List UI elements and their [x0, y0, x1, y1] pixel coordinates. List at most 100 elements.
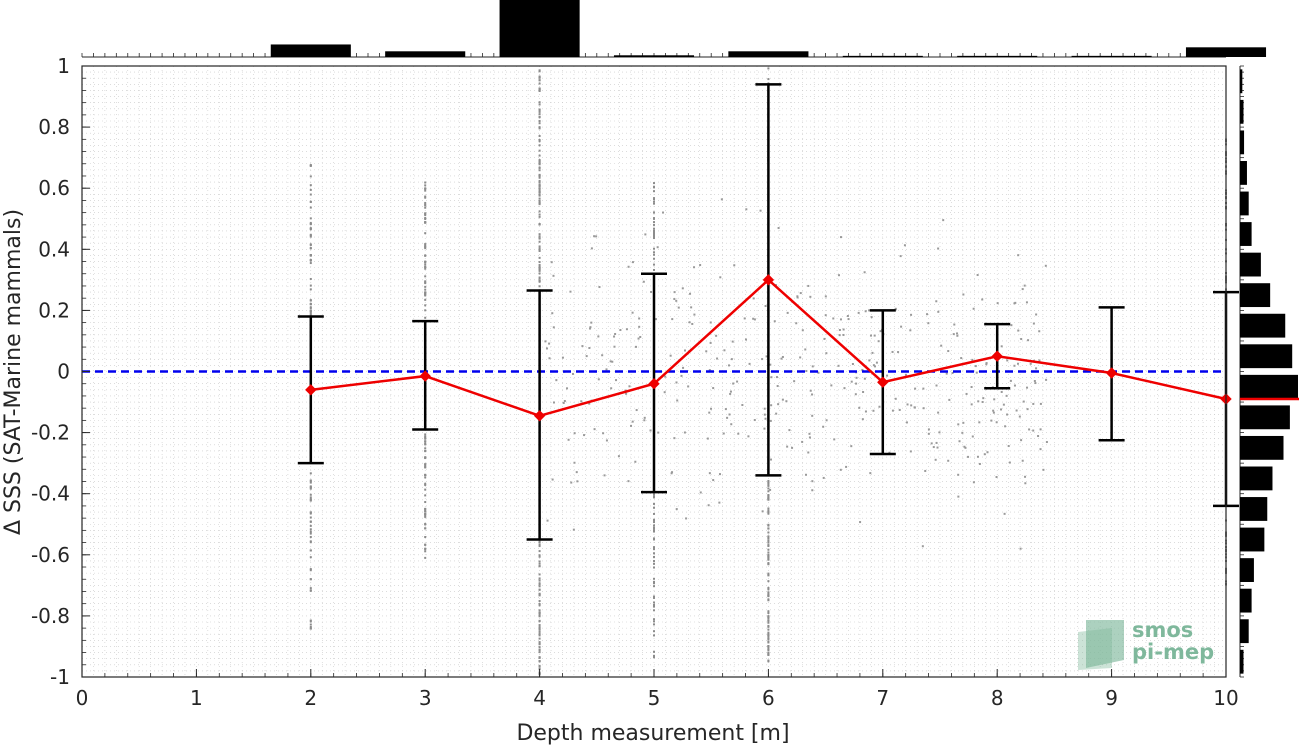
- scatter-point: [1032, 322, 1035, 325]
- scatter-point: [845, 465, 848, 468]
- right-hist-bar: [1240, 405, 1290, 430]
- scatter-point: [424, 510, 427, 513]
- scatter-point: [688, 321, 691, 324]
- scatter-point: [309, 487, 312, 490]
- scatter-point: [767, 631, 770, 634]
- scatter-point: [767, 594, 770, 597]
- scatter-point: [914, 387, 917, 390]
- scatter-point: [962, 421, 965, 424]
- scatter-point: [572, 528, 575, 531]
- scatter-point: [837, 274, 840, 277]
- mean-point: [533, 410, 546, 422]
- scatter-point: [937, 310, 940, 313]
- scatter-point: [631, 261, 634, 264]
- scatter-point: [653, 235, 655, 238]
- scatter-point: [767, 531, 770, 534]
- scatter-point: [424, 515, 427, 518]
- scatter-point: [718, 501, 721, 504]
- scatter-point: [538, 633, 541, 636]
- scatter-point: [538, 163, 541, 166]
- scatter-point: [1042, 468, 1045, 471]
- scatter-point: [1016, 362, 1019, 365]
- scatter-point: [309, 206, 312, 209]
- scatter-point: [575, 471, 578, 474]
- scatter-point: [935, 384, 938, 387]
- scatter-point: [1017, 329, 1020, 332]
- scatter-point: [552, 326, 555, 329]
- scatter-point: [720, 198, 723, 201]
- scatter-point: [744, 338, 747, 341]
- scatter-point: [1039, 402, 1042, 405]
- scatter-point: [927, 432, 930, 435]
- scatter-point: [538, 582, 541, 585]
- scatter-point: [538, 651, 541, 654]
- scatter-point: [767, 484, 770, 487]
- scatter-point: [767, 524, 770, 527]
- scatter-point: [1007, 445, 1010, 448]
- scatter-point: [970, 403, 973, 406]
- logo-emblem-layer: [1078, 628, 1112, 670]
- scatter-point: [708, 411, 711, 414]
- scatter-point: [424, 266, 427, 269]
- scatter-point: [1038, 359, 1041, 362]
- scatter-point: [708, 472, 711, 475]
- scatter-point: [729, 390, 732, 393]
- scatter-point: [767, 647, 770, 650]
- scatter-point: [769, 363, 772, 366]
- scatter-point: [309, 568, 312, 571]
- scatter-point: [922, 387, 925, 390]
- scatter-point: [593, 428, 596, 431]
- scatter-point: [780, 357, 783, 360]
- scatter-point: [653, 202, 655, 205]
- scatter-point: [309, 623, 312, 626]
- scatter-point: [1006, 413, 1009, 416]
- scatter-point: [424, 261, 427, 264]
- scatter-point: [767, 556, 770, 559]
- scatter-point: [653, 512, 655, 515]
- scatter-point: [424, 435, 427, 438]
- scatter-point: [675, 381, 678, 384]
- scatter-point: [948, 398, 951, 401]
- scatter-point: [637, 337, 640, 340]
- scatter-point: [805, 369, 808, 372]
- scatter-point: [309, 217, 312, 220]
- scatter-point: [538, 173, 541, 176]
- scatter-point: [934, 458, 937, 461]
- scatter-point: [681, 287, 684, 290]
- scatter-point: [538, 630, 541, 633]
- top-hist-bar: [385, 51, 466, 57]
- scatter-point: [847, 318, 850, 321]
- scatter-point: [309, 587, 312, 590]
- scatter-point: [602, 432, 605, 435]
- scatter-point: [581, 345, 584, 348]
- scatter-point: [693, 266, 696, 269]
- scatter-point: [538, 127, 541, 130]
- scatter-point: [424, 550, 427, 553]
- scatter-point: [538, 545, 541, 548]
- scatter-point: [424, 433, 427, 436]
- scatter-point: [910, 313, 913, 316]
- scatter-point: [538, 667, 541, 670]
- scatter-point: [1024, 475, 1027, 478]
- scatter-point: [538, 268, 541, 271]
- scatter-point: [424, 263, 427, 266]
- scatter-point: [825, 419, 828, 422]
- scatter-point: [1018, 415, 1021, 418]
- scatter-point: [830, 384, 833, 387]
- scatter-point: [590, 321, 593, 324]
- scatter-point: [964, 446, 967, 449]
- scatter-point: [832, 317, 835, 320]
- scatter-point: [801, 440, 804, 443]
- scatter-point: [693, 313, 696, 316]
- scatter-point: [424, 473, 427, 476]
- scatter-point: [843, 387, 846, 390]
- scatter-point: [653, 650, 655, 653]
- scatter-point: [767, 580, 770, 583]
- scatter-point: [763, 407, 766, 410]
- scatter-point: [424, 245, 427, 248]
- top-hist-bar: [957, 55, 1038, 57]
- scatter-point: [424, 442, 427, 445]
- scatter-point: [673, 437, 676, 440]
- scatter-point: [653, 537, 655, 540]
- scatter-point: [922, 407, 925, 410]
